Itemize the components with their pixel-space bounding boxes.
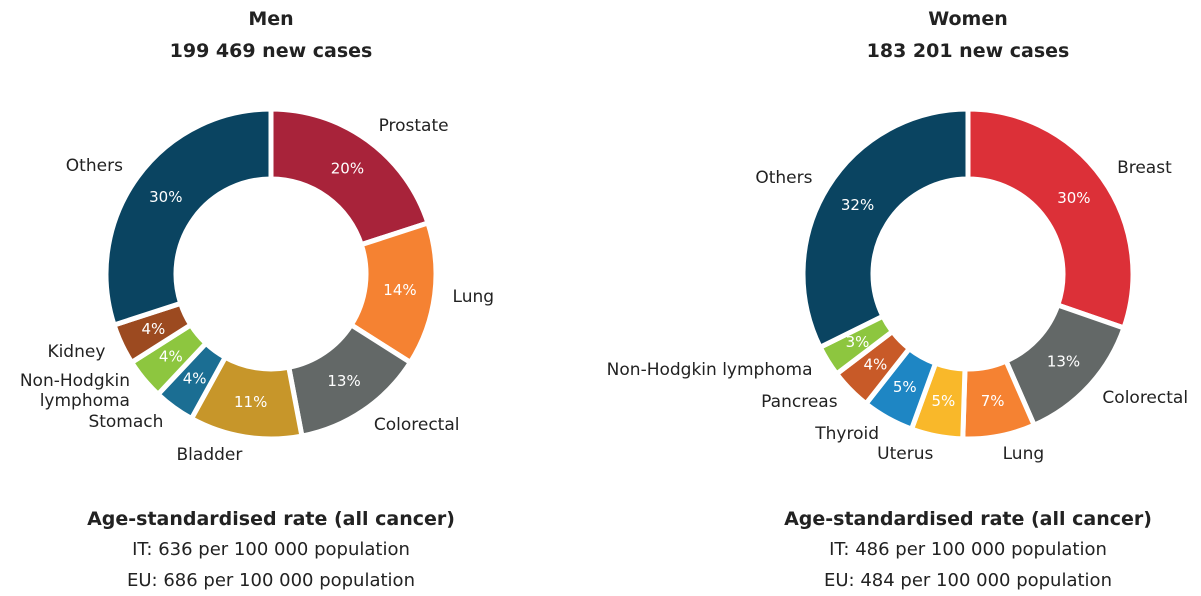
value-label: 4% (141, 320, 165, 338)
value-label: 5% (931, 392, 955, 410)
rate-line: IT: 636 per 100 000 population (132, 539, 410, 560)
rate-title: Age-standardised rate (all cancer) (784, 508, 1152, 530)
value-label: 13% (327, 372, 360, 390)
category-label: Lung (452, 286, 495, 307)
value-label: 30% (1057, 189, 1090, 207)
value-label: 4% (159, 347, 183, 365)
value-label: 20% (331, 159, 364, 177)
category-label: Colorectal (1102, 388, 1189, 409)
donut-segment (268, 106, 432, 248)
donut-segment (800, 106, 971, 351)
value-label: 5% (893, 378, 917, 396)
category-label: Others (755, 167, 813, 188)
donut-segment (965, 106, 1136, 332)
value-label: 32% (841, 196, 874, 214)
chart-title: Men (248, 8, 294, 30)
value-label: 7% (981, 392, 1005, 410)
category-label: Colorectal (373, 415, 460, 436)
value-label: 4% (183, 370, 207, 388)
value-label: 30% (149, 188, 182, 206)
value-label: 11% (234, 393, 267, 411)
category-label: Prostate (378, 115, 449, 136)
chart-subtitle: 199 469 new cases (169, 40, 373, 62)
value-label: 13% (1047, 353, 1080, 371)
category-label: Uterus (877, 443, 934, 464)
category-label: Kidney (47, 341, 106, 362)
category-label: Lung (1002, 443, 1045, 464)
rate-line: IT: 486 per 100 000 population (829, 539, 1107, 560)
category-label: Breast (1117, 157, 1172, 178)
category-label: Bladder (176, 444, 243, 465)
category-label: Thyroid (815, 423, 880, 444)
category-label: Others (65, 156, 123, 177)
rate-title: Age-standardised rate (all cancer) (87, 508, 455, 530)
value-label: 14% (383, 281, 416, 299)
category-label: Stomach (88, 412, 164, 433)
rate-line: EU: 686 per 100 000 population (127, 570, 415, 591)
donut-segment (103, 106, 274, 329)
category-label: Non-Hodgkin lymphoma (19, 370, 130, 411)
category-label: Non-Hodgkin lymphoma (606, 360, 813, 381)
value-label: 4% (863, 356, 887, 374)
category-label: Pancreas (761, 392, 838, 413)
chart-title: Women (928, 8, 1008, 30)
chart-subtitle: 183 201 new cases (866, 40, 1070, 62)
value-label: 3% (846, 333, 870, 351)
rate-line: EU: 484 per 100 000 population (824, 570, 1112, 591)
